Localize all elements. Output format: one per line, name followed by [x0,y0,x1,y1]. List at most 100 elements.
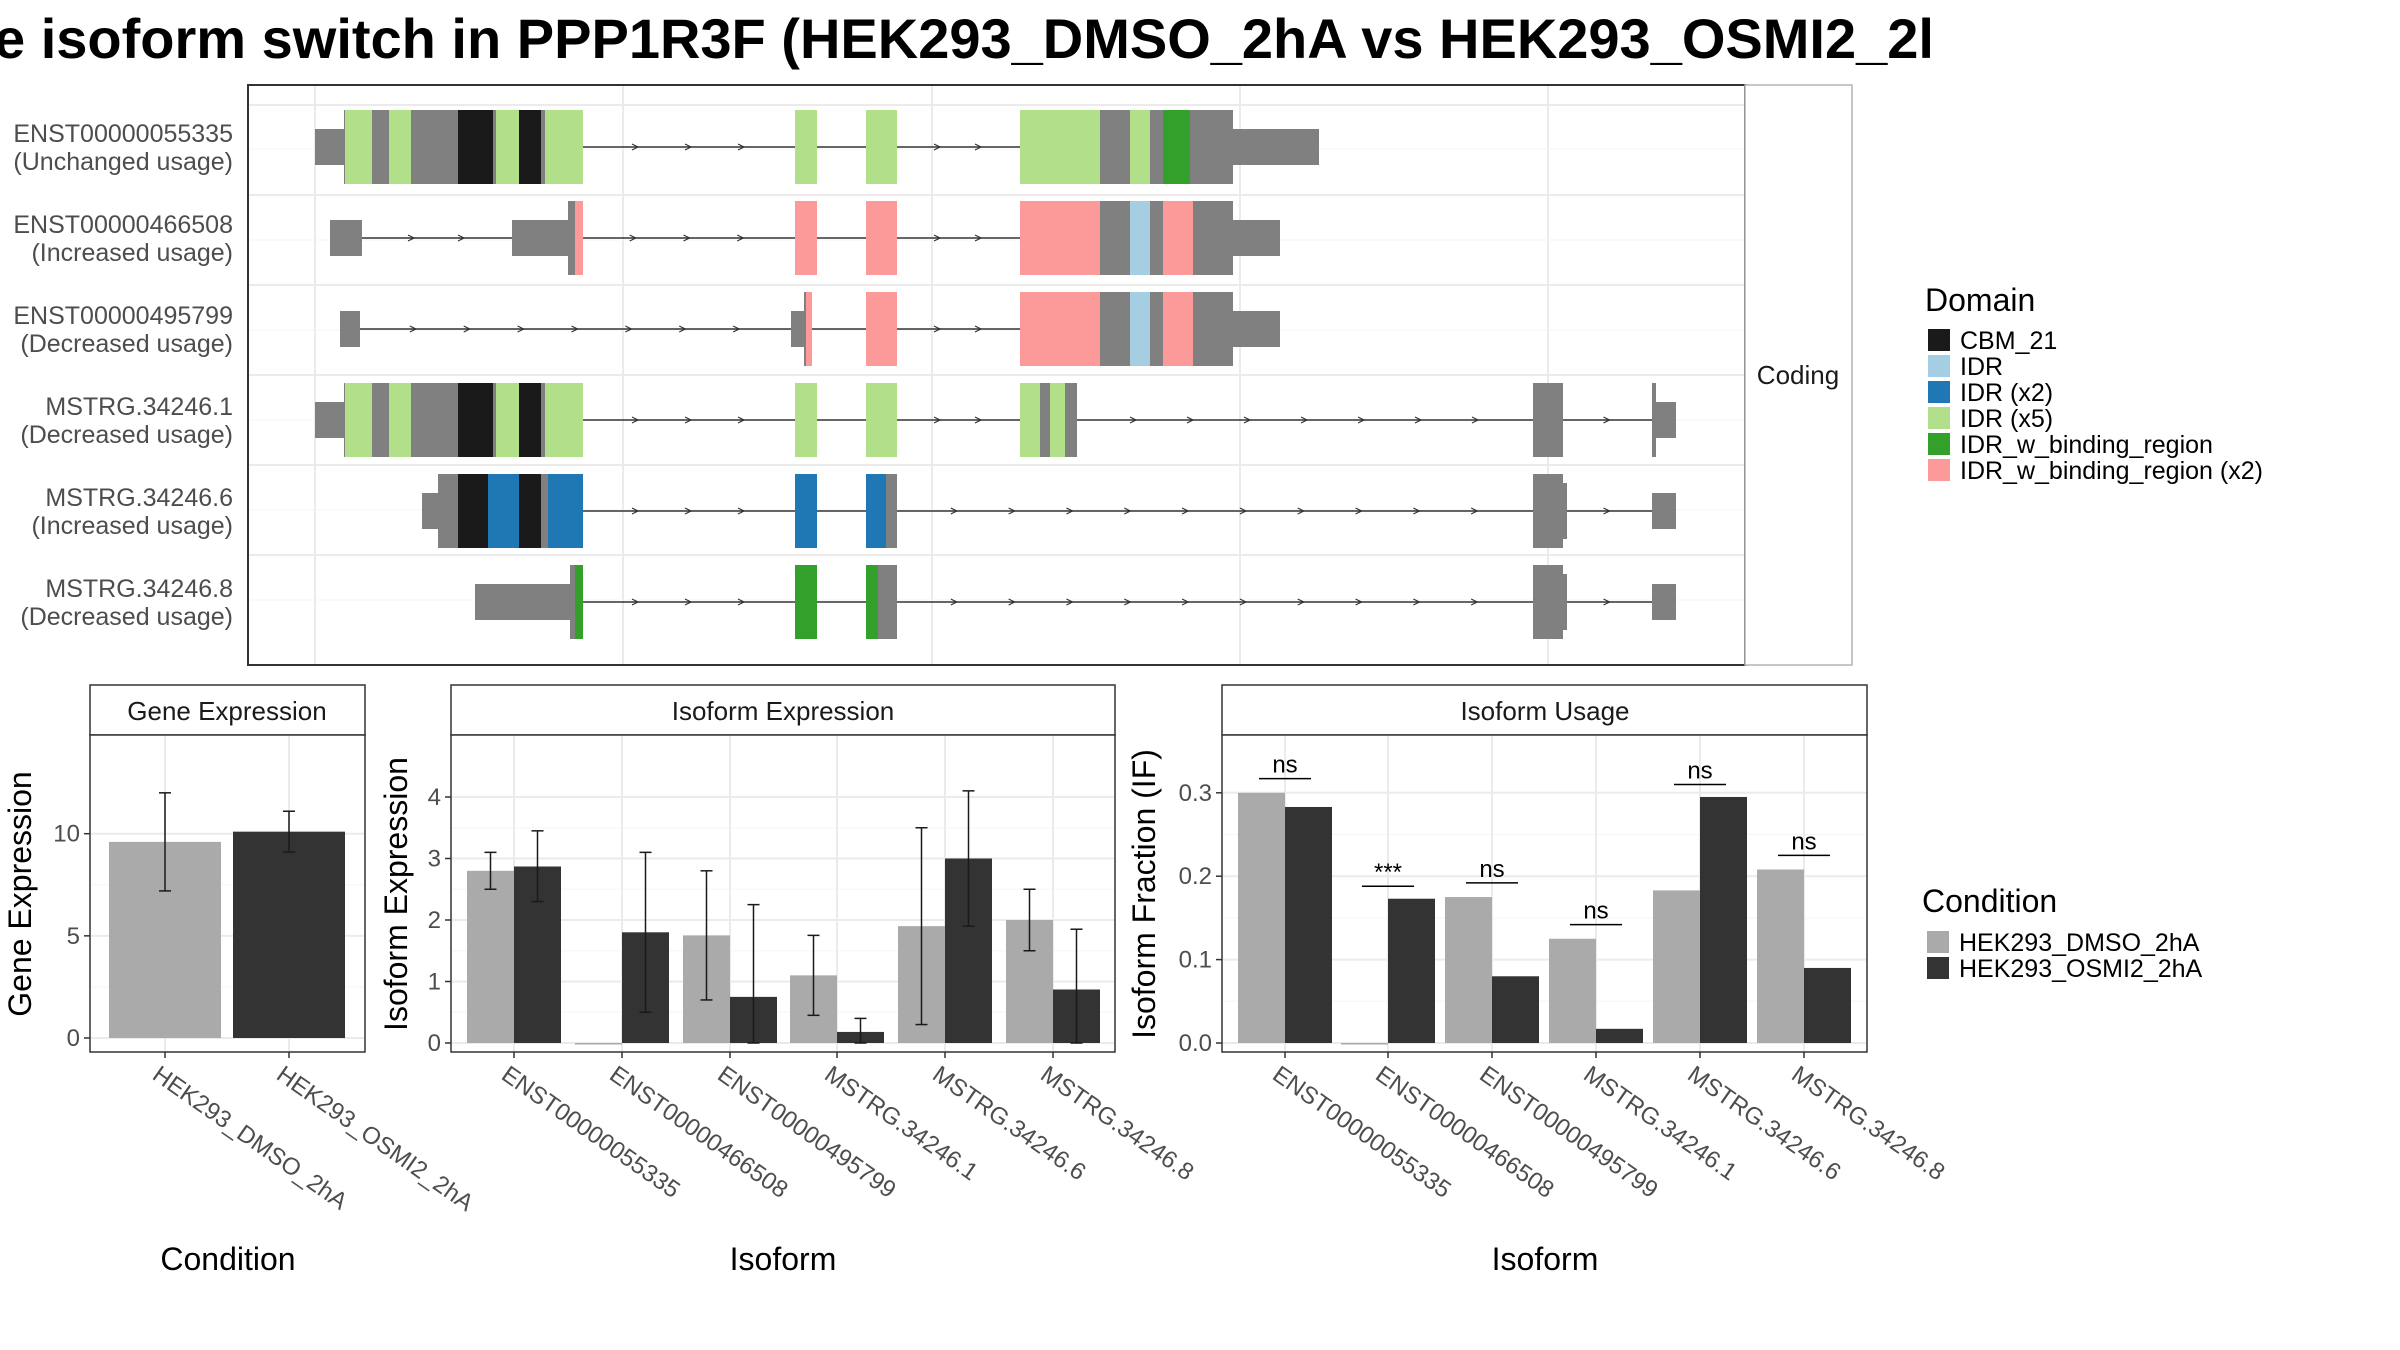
y-tick-label: 10 [53,821,80,848]
intron-arrow [737,507,746,515]
intron-arrow [737,143,746,151]
exon-segment [519,474,541,548]
gene-expression-y-ticks: 0 5 10 [53,821,90,1052]
significance-label: ns [1583,898,1608,925]
exon-segment [496,110,519,184]
exon-segment [315,129,344,165]
x-tick-label: HEK293_OSMI2_2hA [272,1061,479,1217]
exon-segment [795,201,817,275]
bar [1804,967,1851,1043]
exon-segment [1130,292,1150,366]
exon-segment [866,292,897,366]
gene-expression-y-title: Gene Expression [2,771,38,1016]
intron-arrow [631,143,640,151]
exon-segment [345,383,372,457]
exon-segment [330,220,362,256]
intron-arrow [409,325,418,333]
isoform-expression-y-ticks: 0 1 2 3 4 [428,784,451,1057]
exon-segment [458,474,488,548]
exon-segment [315,402,344,438]
exon-segment [1163,201,1193,275]
bar [575,1043,622,1045]
exon-segment [795,474,817,548]
legend-label: IDR (x5) [1960,405,2053,433]
exon-segment [1130,201,1150,275]
isoform-expression-strip-label: Isoform Expression [672,696,895,726]
intron-arrow [1355,507,1363,515]
exon-segment [1130,110,1150,184]
intron-arrow [1470,598,1479,606]
intron-arrow [1603,416,1611,424]
exon-segment [570,565,578,639]
transcript-id: ENST00000055335 [13,120,233,148]
intron-arrow [1008,598,1016,606]
intron-arrow [737,416,746,424]
figure-title: e isoform switch in PPP1R3F (HEK293_DMSO… [0,7,1934,70]
legend-label: IDR_w_binding_region [1960,431,2213,459]
intron-arrow [1413,598,1421,606]
legend-label: CBM_21 [1960,327,2057,355]
intron-arrow [1297,507,1306,515]
intron-arrow [1603,507,1611,515]
exon-segment [475,584,575,620]
transcript-usage: (Decreased usage) [20,330,233,358]
intron-arrow [974,234,983,242]
gene-expression-strip-label: Gene Expression [127,696,326,726]
intron-arrow [684,507,693,515]
bar [467,870,514,1043]
domain-legend: Domain CBM_21 IDR IDR (x2) IDR (x5) IDR_… [1925,282,2263,485]
bar [1757,869,1804,1043]
intron-arrow [933,234,942,242]
exon-segment [1163,110,1190,184]
intron-arrow [1414,416,1423,424]
y-tick-label: 0.0 [1179,1030,1212,1057]
transcript-usage: (Unchanged usage) [13,148,233,176]
legend-swatch [1928,433,1950,455]
exon-segment [866,565,878,639]
y-tick-label: 4 [428,784,441,811]
intron-arrow [1239,598,1248,606]
exon-segment [1020,110,1100,184]
bar [1445,897,1492,1043]
exon-segment [795,565,817,639]
intron-arrow [1413,507,1421,515]
exon-segment [1233,220,1280,256]
intron-arrow [933,143,942,151]
exon-segment [866,474,886,548]
intron-arrow [1181,598,1190,606]
transcript-usage: (Decreased usage) [20,603,233,631]
intron-arrow [1471,416,1480,424]
intron-arrow [1124,598,1132,606]
transcript-id: ENST00000466508 [13,211,233,239]
legend-swatch [1928,381,1950,403]
exon-segment [1563,483,1567,539]
exon-segment [458,383,493,457]
intron-arrow [1066,507,1074,515]
isoform-expression-panel: Isoform Expression 0 1 2 3 4 ENST00000055335… [378,684,1199,1277]
significance-label: ns [1272,752,1297,779]
y-tick-label: 1 [428,969,441,996]
exon-segment [1563,574,1567,630]
bar [1341,1043,1388,1045]
y-tick-label: 0.2 [1179,863,1212,890]
exon-segment [519,110,541,184]
y-tick-label: 0 [67,1025,80,1052]
exon-segment [1652,584,1676,620]
isoform-expression-x-ticks: ENST00000055335ENST00000466508ENST000004… [497,1052,1199,1204]
x-tick-label: ENST00000466508 [605,1061,793,1204]
exon-segment [340,311,360,347]
bar [1700,796,1747,1043]
isoform-expression-strip [450,684,1116,736]
transcript-usage: (Increased usage) [31,512,233,540]
exon-segment [1233,129,1319,165]
x-tick-label: ENST00000495799 [713,1061,901,1204]
exon-segment [512,220,573,256]
x-tick-label: ENST00000466508 [1371,1061,1559,1204]
coding-strip-label: Coding [1757,360,1839,390]
intron-arrow [629,234,638,242]
bar [1596,1028,1643,1043]
intron-arrow [1124,507,1132,515]
intron-arrow [517,325,525,333]
exon-segment [545,383,583,457]
